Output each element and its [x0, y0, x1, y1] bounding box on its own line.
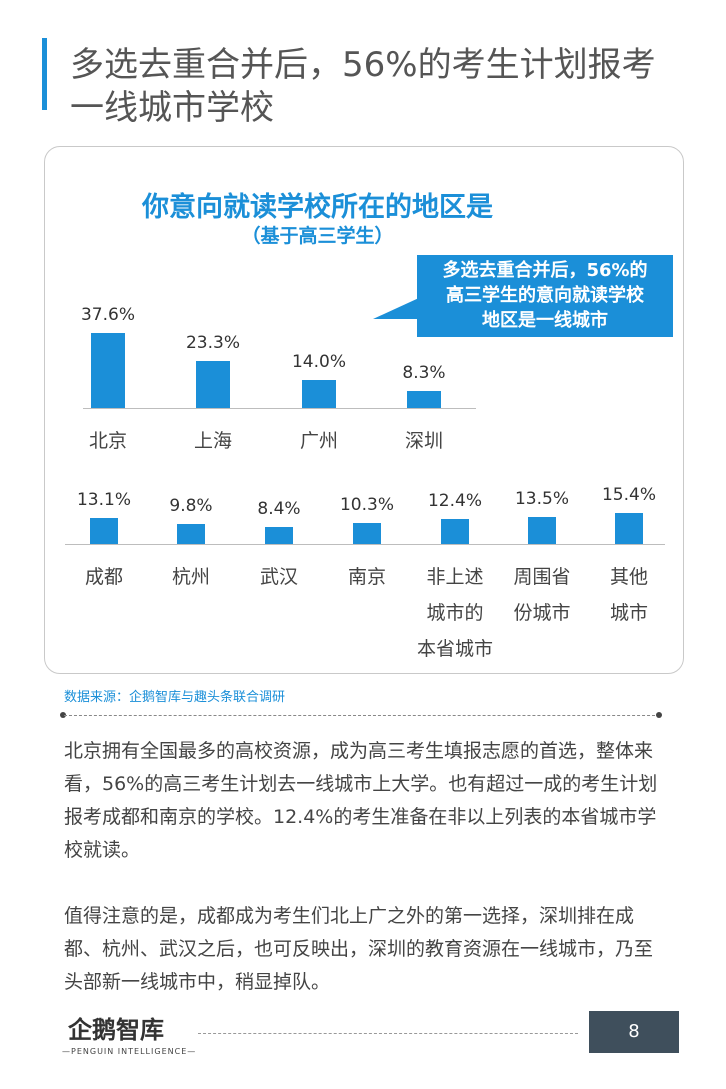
- chart-bar: [196, 361, 230, 408]
- category-label: 深圳: [404, 430, 443, 452]
- divider: [64, 715, 660, 716]
- category-label: 杭州: [171, 566, 210, 588]
- chart-bar: [353, 523, 381, 544]
- chart-bar: [90, 517, 118, 544]
- page-title: 多选去重合并后，56%的考生计划报考 一线城市学校: [70, 44, 720, 130]
- bar-value-label: 9.8%: [169, 496, 213, 517]
- category-label: 北京: [88, 430, 127, 452]
- category-label: 周围省 份城市: [492, 559, 592, 631]
- chart-bar: [177, 524, 205, 544]
- category-label-line: 非上述: [426, 566, 484, 588]
- row1-baseline: [83, 408, 476, 409]
- bar-value-label: 12.4%: [427, 491, 482, 512]
- divider-dot-left: [60, 712, 66, 718]
- bar-value-label: 23.3%: [185, 333, 240, 354]
- title-accent-bar: [42, 38, 47, 110]
- category-label: 其他 城市: [579, 559, 679, 631]
- chart-subtitle: （基于高三学生）: [241, 225, 394, 247]
- bar-value-label: 8.3%: [402, 363, 446, 384]
- category-label-line: 本省城市: [416, 638, 493, 660]
- bar-value-label: 10.3%: [339, 495, 394, 516]
- callout-line: 多选去重合并后，56%的: [442, 260, 648, 281]
- bar-value-label: 37.6%: [80, 304, 135, 325]
- category-label: 非上述城市的本省城市: [405, 559, 505, 667]
- category-label: 上海: [193, 430, 232, 452]
- bar-value-label: 13.5%: [514, 489, 569, 509]
- bar-value-label: 15.4%: [601, 485, 656, 506]
- callout-tail: [373, 297, 421, 319]
- data-source: 数据来源：企鹅智库与趣头条联合调研: [64, 690, 286, 705]
- category-label: 广州: [299, 430, 338, 452]
- callout-line: 地区是一线城市: [482, 310, 608, 331]
- chart-bar: [91, 332, 125, 408]
- page-number: 8: [589, 1011, 679, 1053]
- category-label: 南京: [347, 566, 386, 588]
- chart-bar: [302, 380, 336, 408]
- bar-value-label: 8.4%: [257, 499, 301, 520]
- chart-bar: [615, 513, 643, 544]
- penguin-logo: 企鹅智库 —PENGUIN INTELLIGENCE—: [62, 1010, 195, 1066]
- footer-divider: [198, 1033, 578, 1034]
- chart-bar: [528, 517, 556, 544]
- body-paragraph-2: 值得注意的是，成都成为考生们北上广之外的第一选择，深圳排在成都、杭州、武汉之后，…: [64, 905, 654, 993]
- category-label-line: 份城市: [513, 602, 571, 624]
- chart-title: 你意向就读学校所在的地区是: [142, 192, 493, 223]
- category-label-line: 其他: [609, 566, 648, 588]
- row2-baseline: [65, 544, 665, 545]
- bar-value-label: 13.1%: [76, 489, 131, 510]
- category-label-line: 周围省: [513, 566, 571, 588]
- category-label-line: 城市: [609, 602, 648, 624]
- body-paragraph-1: 北京拥有全国最多的高校资源，成为高三考生填报志愿的首选，整体来看，56%的高三考…: [64, 740, 658, 861]
- page-title-line2: 一线城市学校: [70, 88, 274, 128]
- bar-value-label: 14.0%: [291, 352, 346, 372]
- divider-dot-right: [656, 712, 662, 718]
- logo-text: 企鹅智库: [68, 1016, 164, 1044]
- category-label: 成都: [84, 566, 123, 588]
- chart-bar: [441, 519, 469, 544]
- chart-bar: [407, 391, 441, 408]
- chart-bar: [265, 527, 293, 544]
- chart-card: 你意向就读学校所在的地区是 （基于高三学生） 多选去重合并后，56%的 高三学生…: [44, 146, 684, 674]
- category-label-line: 城市的: [426, 602, 484, 624]
- logo-subtext: —PENGUIN INTELLIGENCE—: [62, 1047, 197, 1056]
- chart-callout: 多选去重合并后，56%的 高三学生的意向就读学校 地区是一线城市: [417, 255, 673, 337]
- category-label: 武汉: [259, 566, 298, 588]
- callout-line: 高三学生的意向就读学校: [446, 285, 644, 306]
- page-title-line1: 多选去重合并后，56%的考生计划报考: [70, 45, 656, 85]
